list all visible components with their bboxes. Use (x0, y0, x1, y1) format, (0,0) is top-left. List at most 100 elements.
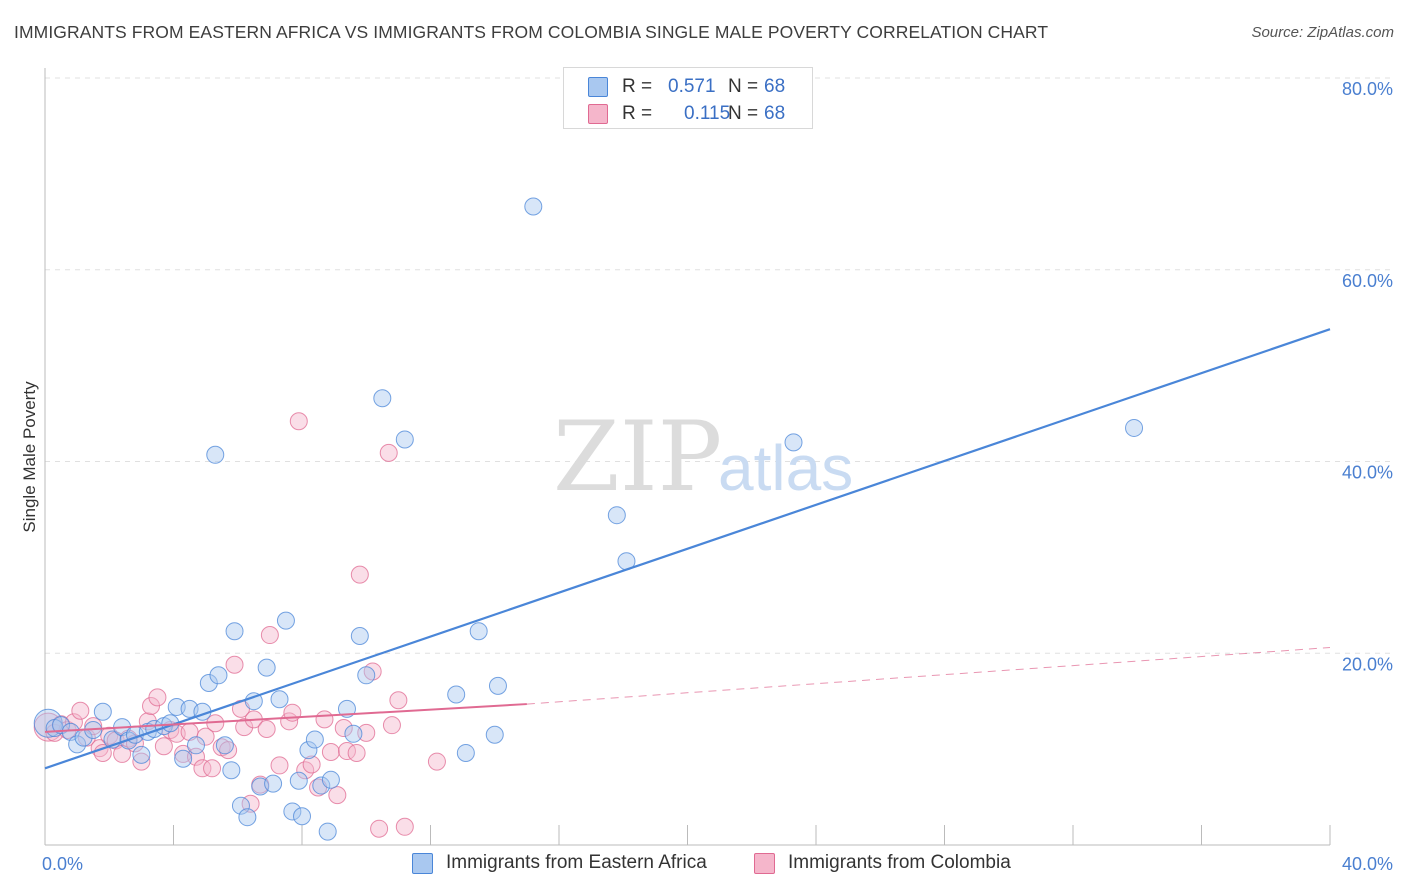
trend-lines (44, 328, 1331, 770)
legend-r-value: 0.115 (684, 103, 731, 124)
x-tick-labels: 0.0% 40.0% (42, 854, 1393, 874)
colombia-point (193, 759, 212, 778)
eastern-africa-point (485, 725, 504, 744)
colombia-point (289, 412, 308, 431)
colombia-point (148, 688, 167, 707)
y-tick-labels: 20.0% 40.0% 60.0% 80.0% (1342, 79, 1393, 674)
legend-r-value: 0.571 (668, 76, 716, 97)
colombia-point (219, 741, 238, 760)
colombia-point (328, 786, 347, 805)
eastern-africa-point (344, 724, 363, 743)
eastern-africa-point (318, 822, 337, 841)
eastern-africa-point (1125, 418, 1144, 437)
grid-lines (45, 77, 1392, 654)
colombia-point (357, 723, 376, 742)
y-tick-label: 20.0% (1342, 654, 1393, 674)
colombia-trend-line (44, 703, 527, 733)
colombia-point (382, 716, 401, 735)
legend-n-value: 68 (764, 76, 786, 97)
series-swatch-blue (412, 853, 433, 874)
eastern-africa-point (52, 716, 71, 735)
legend-n-label: N = (728, 103, 759, 124)
colombia-point (71, 701, 90, 720)
y-tick-label: 40.0% (1342, 463, 1393, 483)
eastern-africa-point (264, 774, 283, 793)
colombia-point (225, 655, 244, 674)
eastern-africa-point (357, 666, 376, 685)
y-tick-label: 60.0% (1342, 271, 1393, 291)
watermark-zip: ZIP (553, 401, 722, 513)
eastern-africa-trend-line (44, 328, 1331, 770)
colombia-point (370, 819, 389, 838)
colombia-point (257, 719, 276, 738)
eastern-africa-point (289, 771, 308, 790)
eastern-africa-point (488, 676, 507, 695)
y-axis-label: Single Male Poverty (20, 381, 39, 533)
colombia-point (90, 739, 109, 758)
eastern-africa-point (270, 690, 289, 709)
eastern-africa-points (33, 197, 1144, 841)
colombia-point (154, 737, 173, 756)
legend-n-label: N = (728, 76, 759, 97)
legend-r-label: R = (622, 103, 653, 124)
eastern-africa-point (225, 622, 244, 641)
y-tick-label: 80.0% (1342, 79, 1393, 99)
eastern-africa-point (469, 622, 488, 641)
eastern-africa-point (447, 685, 466, 704)
eastern-africa-point (395, 430, 414, 449)
eastern-africa-point (206, 445, 225, 464)
eastern-africa-point (607, 506, 626, 525)
axes (44, 68, 1331, 846)
eastern-africa-point (305, 730, 324, 749)
eastern-africa-point (299, 741, 318, 760)
eastern-africa-point (276, 611, 295, 630)
eastern-africa-point (68, 735, 87, 754)
eastern-africa-point (222, 761, 241, 780)
colombia-points (33, 412, 446, 838)
eastern-africa-point (312, 776, 331, 795)
eastern-africa-point (215, 736, 234, 755)
legend-n-value: 68 (764, 103, 786, 124)
eastern-africa-point (238, 808, 257, 827)
colombia-trend-extension (526, 646, 1331, 705)
eastern-africa-point (244, 692, 263, 711)
colombia-point (203, 759, 222, 778)
colombia-point (321, 743, 340, 762)
colombia-point (347, 743, 366, 762)
colombia-point (93, 743, 112, 762)
legend-swatch-pink (588, 104, 608, 124)
colombia-point (84, 717, 103, 736)
eastern-africa-point (524, 197, 543, 216)
series-label: Immigrants from Colombia (788, 852, 1011, 873)
eastern-africa-point (373, 389, 392, 408)
eastern-africa-point (456, 743, 475, 762)
colombia-point (334, 719, 353, 738)
colombia-point (427, 752, 446, 771)
eastern-africa-point (132, 745, 151, 764)
correlation-legend: R = 0.571 N = 68 R = 0.115 N = 68 (563, 67, 813, 129)
colombia-point (379, 443, 398, 462)
series-swatch-pink (754, 853, 775, 874)
colombia-point (235, 718, 254, 737)
eastern-africa-point (93, 702, 112, 721)
watermark: ZIP atlas (553, 401, 853, 513)
x-tick-label: 0.0% (42, 854, 83, 874)
legend-swatch-blue (588, 77, 608, 97)
colombia-point (315, 710, 334, 729)
eastern-africa-point (350, 626, 369, 645)
eastern-africa-point (209, 666, 228, 685)
colombia-point (132, 752, 151, 771)
eastern-africa-point (283, 802, 302, 821)
eastern-africa-point (257, 658, 276, 677)
eastern-africa-point (784, 433, 803, 452)
eastern-africa-point (293, 807, 311, 826)
eastern-africa-point (174, 749, 193, 768)
eastern-africa-point (337, 699, 356, 718)
colombia-point (270, 756, 289, 775)
series-label: Immigrants from Eastern Africa (446, 852, 707, 873)
legend-r-label: R = (622, 76, 653, 97)
x-tick-label: 40.0% (1342, 854, 1393, 874)
eastern-africa-point (321, 770, 340, 789)
eastern-africa-point (186, 736, 205, 755)
